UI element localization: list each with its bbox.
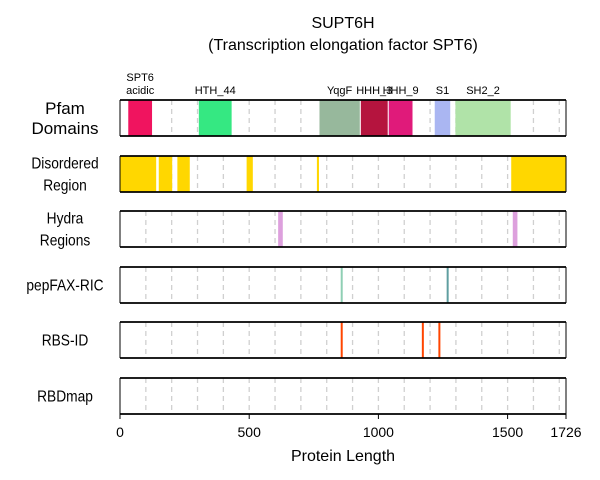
track-2: Hydra Regions — [40, 210, 567, 250]
feature-bar — [512, 211, 518, 247]
track-label: Hydra — [47, 210, 84, 228]
x-axis: 0 500 1000 1500 1726 — [116, 414, 582, 440]
feature-bar — [319, 100, 360, 136]
feature-bar — [120, 156, 157, 192]
track-label: Domains — [31, 119, 98, 138]
domain-label: HTH_44 — [195, 85, 236, 97]
chart-title: SUPT6H — [311, 15, 374, 32]
track-label: Region — [43, 177, 87, 195]
track-label: Pfam — [45, 99, 85, 118]
x-tick-label: 1000 — [363, 424, 394, 440]
feature-bar — [434, 100, 451, 136]
domain-label: SH2_2 — [466, 85, 500, 97]
chart-subtitle: (Transcription elongation factor SPT6) — [208, 37, 478, 54]
domain-label: acidic — [126, 85, 155, 97]
x-tick-label: 1726 — [550, 424, 581, 440]
feature-bar — [198, 100, 232, 136]
feature-bar — [455, 100, 511, 136]
track-label: pepFAX-RIC — [26, 277, 103, 295]
feature-bar — [388, 100, 413, 136]
feature-bar — [158, 156, 173, 192]
domain-label: HHH_3 — [356, 85, 392, 97]
feature-bar — [316, 156, 319, 192]
feature-bar — [128, 100, 153, 136]
feature-bar — [246, 156, 253, 192]
x-tick-label: 500 — [238, 424, 262, 440]
domain-label: HHH_9 — [383, 85, 419, 97]
track-3: pepFAX-RIC — [26, 266, 567, 304]
track-label: Regions — [40, 232, 90, 250]
feature-bar — [177, 156, 190, 192]
x-tick-label: 0 — [116, 424, 124, 440]
track-label: Disordered — [31, 155, 98, 173]
track-label: RBS-ID — [42, 332, 89, 350]
track-4: RBS-ID — [42, 321, 567, 359]
x-axis-label: Protein Length — [291, 448, 395, 465]
feature-bar — [511, 156, 566, 192]
domain-label: YqgF — [327, 85, 353, 97]
x-tick-label: 1500 — [492, 424, 523, 440]
track-label: RBDmap — [37, 388, 93, 406]
track-1: Disordered Region — [31, 155, 567, 195]
feature-bar — [278, 211, 283, 247]
domain-label: S1 — [436, 85, 449, 97]
track-5: RBDmap — [37, 377, 567, 415]
domain-label: SPT6 — [126, 72, 154, 84]
feature-bar — [360, 100, 388, 136]
